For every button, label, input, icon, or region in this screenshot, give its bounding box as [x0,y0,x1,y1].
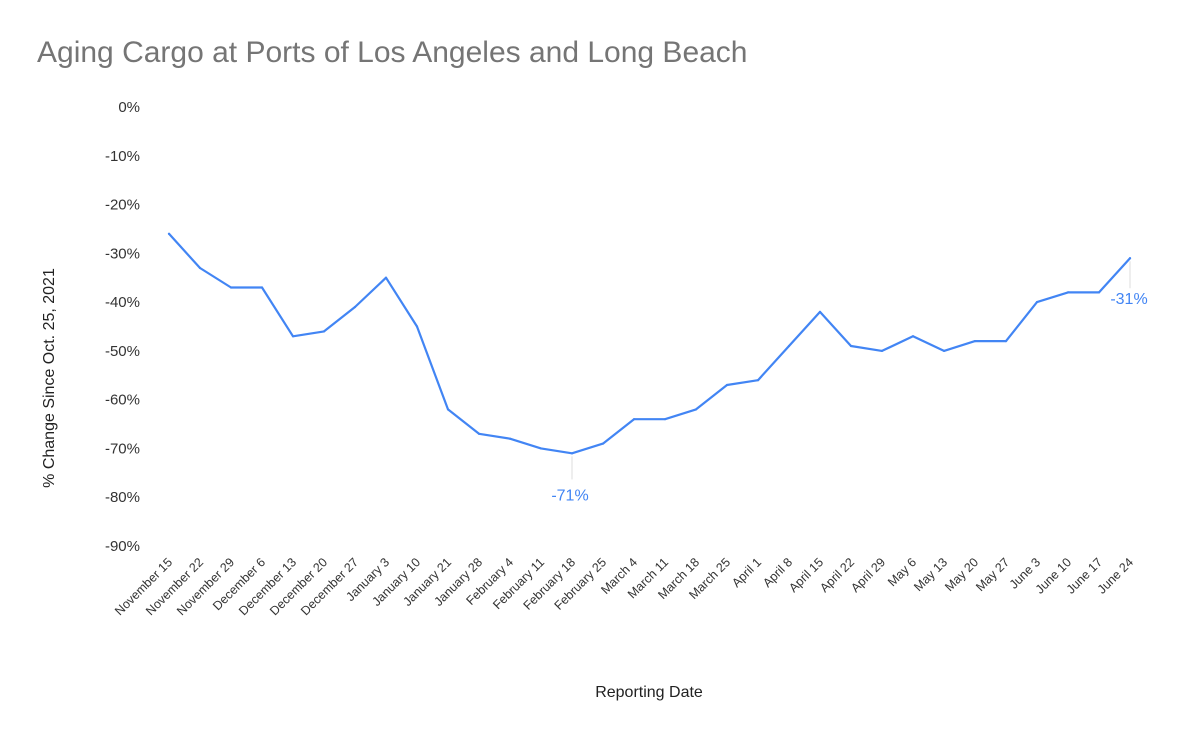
data-point [198,266,202,270]
y-tick-label: -90% [105,538,140,555]
data-point [694,408,698,411]
x-tick-label: April 29 [848,555,888,595]
x-tick-label: May 20 [942,555,981,594]
data-point [1004,340,1008,343]
y-tick-label: -10% [105,148,140,165]
data-point [849,344,853,348]
data-point [353,305,357,309]
data-point [508,437,512,440]
y-axis-title: % Change Since Oct. 25, 2021 [41,268,58,488]
chart-title: Aging Cargo at Ports of Los Angeles and … [37,36,748,69]
data-point [787,344,791,348]
data-point [942,349,946,352]
data-point [632,418,636,421]
y-axis-ticks: 0% -10% -20% -30% -40% -50% -60% -70% -80% -90% [105,99,140,555]
data-point [725,383,729,387]
y-tick-label: -40% [105,294,140,311]
data-point [911,335,915,338]
data-point [260,286,264,289]
y-tick-label: 0% [118,99,140,116]
data-point [663,418,667,421]
data-point [539,447,543,450]
x-axis-title: Reporting Date [595,684,703,701]
data-label: -71% [551,487,588,504]
annotations-group: -71% -31% [551,261,1148,504]
data-point [446,408,450,411]
y-tick-label: -70% [105,440,140,457]
x-tick-label: May 27 [973,555,1012,594]
data-point [601,442,605,445]
data-point [1097,291,1101,294]
y-tick-label: -80% [105,489,140,506]
data-point [384,276,388,279]
x-tick-label: May 13 [911,555,950,594]
data-point [291,335,295,338]
data-point [477,432,481,435]
data-point [756,379,760,382]
data-point [1035,301,1039,304]
y-tick-label: -30% [105,245,140,262]
data-label: -31% [1110,291,1147,308]
data-point [818,310,822,313]
data-point [1128,257,1132,260]
data-point [167,232,171,235]
y-tick-label: -60% [105,392,140,409]
data-point [229,286,233,289]
y-tick-label: -50% [105,343,140,360]
data-point [880,349,884,352]
data-point [415,325,419,328]
y-tick-label: -20% [105,197,140,214]
data-point [973,340,977,343]
data-point [322,330,326,333]
data-point [570,452,574,455]
x-tick-label: April 1 [729,555,764,590]
series-group [167,232,1132,455]
data-point [1066,291,1070,294]
series-line [167,232,1132,455]
